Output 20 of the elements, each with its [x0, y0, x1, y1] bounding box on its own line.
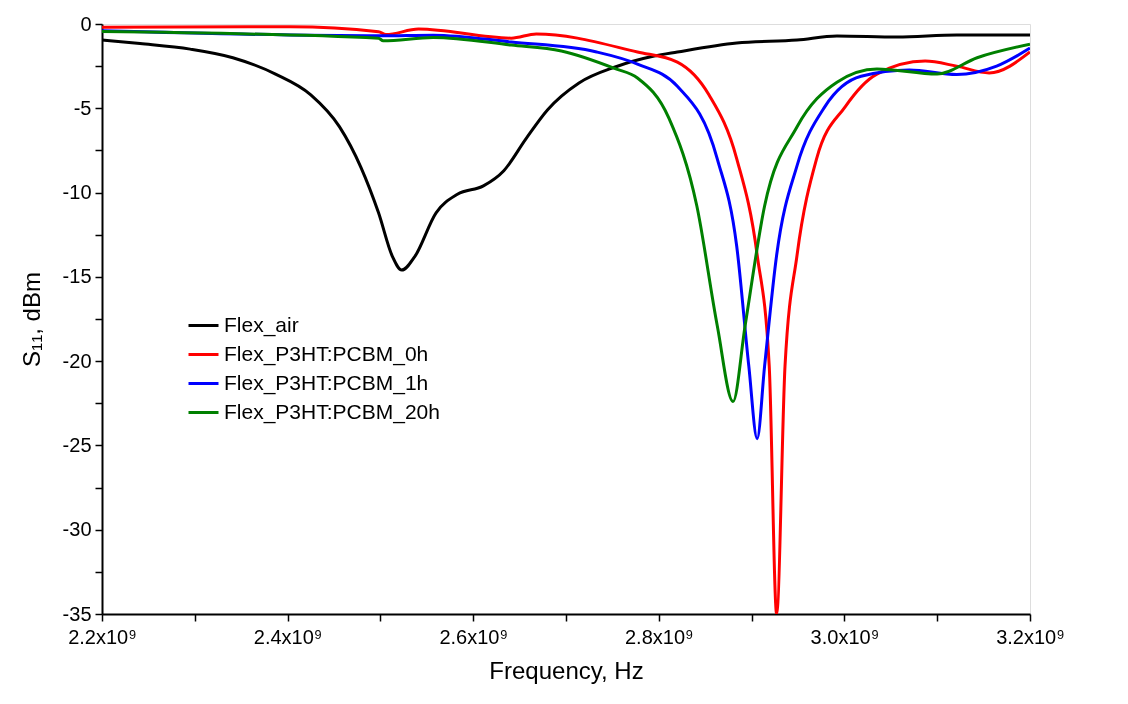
y-tick-label: -25: [62, 433, 92, 456]
y-tick-label: -10: [62, 181, 92, 204]
legend-label: Flex_P3HT:PCBM_0h: [224, 341, 429, 366]
legend-label: Flex_P3HT:PCBM_20h: [224, 399, 440, 424]
y-tick-label: 0: [80, 12, 92, 35]
x-tick-label: 2.6x10⁹: [439, 625, 509, 648]
y-tick-label: -35: [62, 602, 92, 625]
legend-label: Flex_P3HT:PCBM_1h: [224, 370, 429, 395]
x-tick-label: 3.0x10⁹: [810, 625, 880, 648]
y-tick-label: -30: [62, 518, 92, 541]
x-axis-title: Frequency, Hz: [489, 656, 644, 684]
y-tick-label: -20: [62, 349, 92, 372]
x-tick-label: 2.8x10⁹: [624, 625, 694, 648]
legend-label: Flex_air: [224, 312, 299, 337]
x-tick-label: 2.4x10⁹: [253, 625, 323, 648]
x-tick-label: 3.2x10⁹: [996, 625, 1065, 648]
y-axis-title: S₁₁, dBm: [17, 272, 45, 367]
y-tick-label: -5: [73, 96, 92, 119]
x-tick-label: 2.2x10⁹: [68, 625, 137, 648]
y-tick-label: -15: [62, 265, 92, 288]
